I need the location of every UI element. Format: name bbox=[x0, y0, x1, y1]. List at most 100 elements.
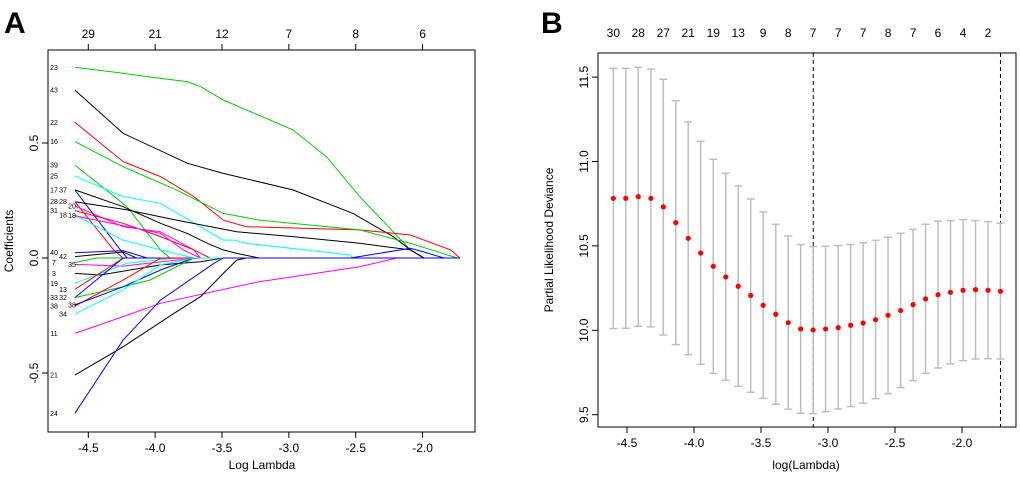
coefficient-path bbox=[74, 121, 461, 259]
coefficient-path bbox=[350, 247, 460, 259]
top-axis-label: 2 bbox=[985, 26, 992, 40]
data-point bbox=[860, 320, 866, 326]
path-label: 7 bbox=[52, 260, 56, 267]
top-axis-label: 9 bbox=[760, 26, 767, 40]
path-label: 21 bbox=[50, 373, 58, 380]
x-tick-label: -4.5 bbox=[617, 436, 638, 450]
y-tick-label: 10.5 bbox=[577, 234, 591, 258]
path-label: 24 bbox=[50, 411, 58, 418]
coefficient-path bbox=[74, 189, 460, 259]
data-point bbox=[623, 195, 629, 201]
path-label: 11 bbox=[50, 331, 57, 338]
x-tick-label: -2.5 bbox=[885, 436, 906, 450]
coefficient-path bbox=[74, 257, 460, 267]
data-point bbox=[735, 283, 741, 289]
data-point bbox=[760, 302, 766, 308]
panel-b-ylabel: Partial Likelihood Deviance bbox=[542, 167, 556, 312]
data-point bbox=[698, 250, 704, 256]
x-tick-label: -4.5 bbox=[78, 441, 99, 455]
path-label: 42 bbox=[59, 254, 67, 261]
data-point bbox=[673, 220, 679, 226]
path-label: 40 bbox=[50, 250, 58, 257]
path-label: 18 bbox=[68, 213, 76, 220]
path-label: 32 bbox=[59, 295, 67, 302]
path-label: 37 bbox=[59, 187, 67, 194]
top-axis-label: 8 bbox=[352, 27, 359, 41]
coefficient-path bbox=[74, 66, 460, 259]
x-tick-label: -3.5 bbox=[751, 436, 772, 450]
coefficient-path bbox=[74, 251, 460, 259]
top-axis-label: 21 bbox=[148, 27, 162, 41]
path-label: 31 bbox=[50, 208, 58, 215]
path-label: 25 bbox=[50, 173, 58, 180]
coefficient-path bbox=[74, 141, 460, 259]
path-label: 13 bbox=[59, 287, 67, 294]
data-point bbox=[848, 322, 854, 328]
path-label: 16 bbox=[50, 139, 58, 146]
top-axis-label: 29 bbox=[82, 27, 96, 41]
plot-frame bbox=[47, 49, 476, 433]
data-point bbox=[610, 195, 616, 201]
coefficient-path bbox=[74, 201, 460, 259]
coefficient-path bbox=[74, 189, 460, 259]
data-point bbox=[798, 326, 804, 332]
data-point bbox=[822, 326, 829, 332]
x-tick-label: -4.0 bbox=[684, 436, 705, 450]
top-axis-label: 6 bbox=[935, 26, 942, 40]
path-label: 23 bbox=[50, 65, 58, 72]
coefficient-path bbox=[74, 257, 460, 334]
data-point bbox=[660, 204, 666, 210]
top-axis-label: 7 bbox=[835, 26, 842, 40]
data-point bbox=[685, 235, 691, 241]
path-label: 18 bbox=[59, 212, 67, 219]
top-axis-label: 7 bbox=[910, 26, 917, 40]
x-tick-label: -3.0 bbox=[818, 436, 839, 450]
data-point bbox=[710, 263, 716, 269]
coefficient-path bbox=[74, 257, 460, 414]
coefficient-path bbox=[74, 214, 460, 259]
coefficient-path bbox=[74, 257, 460, 276]
top-axis-label: 13 bbox=[732, 26, 746, 40]
data-point bbox=[985, 287, 991, 293]
x-tick-label: -4.0 bbox=[145, 441, 166, 455]
path-label: 38 bbox=[50, 304, 58, 311]
top-axis-label: 4 bbox=[960, 26, 967, 40]
top-axis-label: 28 bbox=[632, 26, 646, 40]
path-label: 34 bbox=[59, 311, 67, 318]
coefficient-path bbox=[74, 89, 460, 259]
data-point bbox=[785, 320, 791, 326]
x-tick-label: -2.0 bbox=[952, 436, 973, 450]
path-label: 43 bbox=[50, 88, 58, 95]
top-axis-label: 7 bbox=[860, 26, 867, 40]
coefficient-path bbox=[74, 215, 460, 259]
top-axis-label: 7 bbox=[810, 26, 817, 40]
y-tick-label: 0.5 bbox=[27, 134, 41, 151]
data-point bbox=[997, 288, 1004, 294]
data-point bbox=[723, 274, 729, 280]
y-tick-label: 11.0 bbox=[577, 150, 591, 173]
panel-b-label: B bbox=[541, 7, 563, 40]
x-tick-label: -2.0 bbox=[412, 441, 433, 455]
path-label: 19 bbox=[50, 281, 58, 288]
path-label: 35 bbox=[68, 262, 76, 269]
y-tick-label: 10.0 bbox=[577, 318, 591, 342]
data-point bbox=[960, 287, 966, 293]
data-point bbox=[810, 327, 816, 333]
coefficient-path bbox=[74, 257, 460, 315]
coefficient-path bbox=[74, 175, 460, 259]
path-label: 28 bbox=[50, 199, 58, 206]
path-label: 28 bbox=[59, 199, 67, 206]
path-label: 20 bbox=[68, 204, 76, 211]
top-axis-label: 30 bbox=[607, 26, 621, 40]
panel-b-xlabel: log(Lambda) bbox=[772, 458, 839, 472]
y-tick-label: 11.5 bbox=[577, 66, 591, 89]
data-point bbox=[947, 289, 954, 295]
path-label: 17 bbox=[50, 187, 58, 194]
coefficient-path bbox=[74, 250, 460, 259]
x-tick-label: -3.5 bbox=[212, 441, 233, 455]
x-tick-label: -2.5 bbox=[345, 441, 366, 455]
top-axis-label: 7 bbox=[286, 27, 293, 41]
data-point bbox=[885, 312, 891, 318]
data-point bbox=[773, 311, 779, 317]
panel-a-ylabel: Coefficients bbox=[2, 210, 16, 272]
